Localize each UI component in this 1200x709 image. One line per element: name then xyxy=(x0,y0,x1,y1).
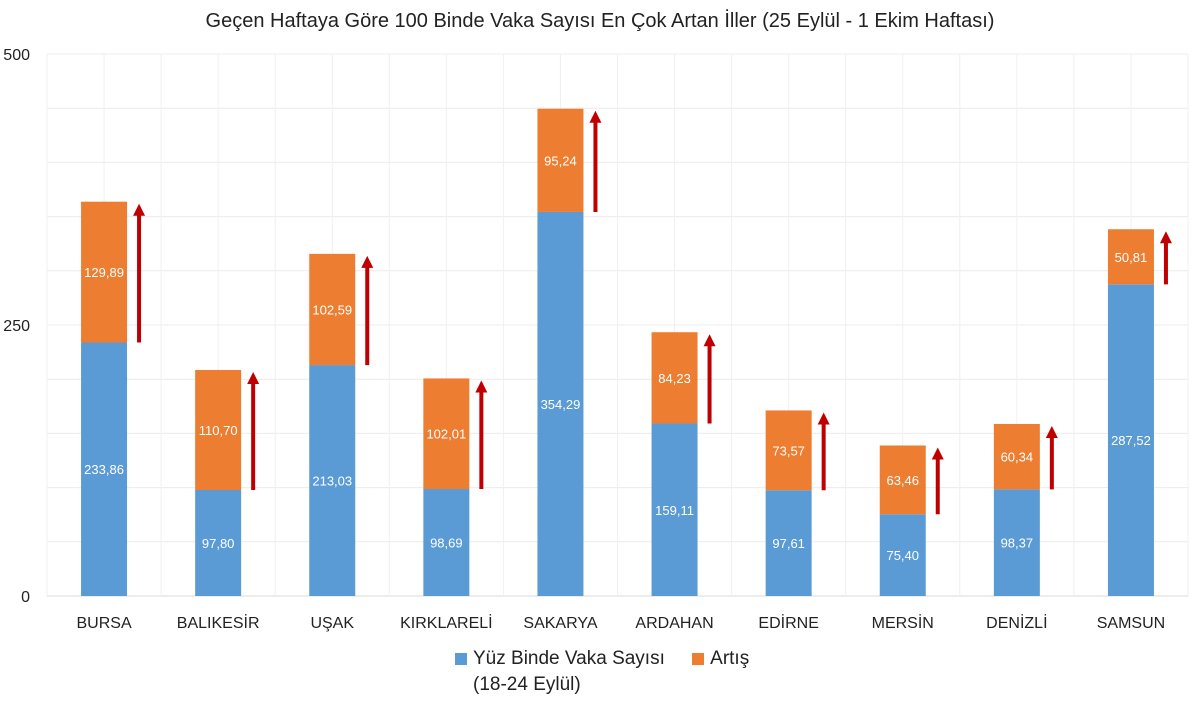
data-label-increase: 102,01 xyxy=(426,427,466,442)
data-label-increase: 73,57 xyxy=(772,443,805,458)
bar-increase xyxy=(309,253,356,366)
bar-base xyxy=(309,365,356,596)
bar-base xyxy=(765,490,812,596)
legend-item-base: Yüz Binde Vaka Sayısı (18-24 Eylül) xyxy=(455,646,665,698)
legend-label-base: Yüz Binde Vaka Sayısı (18-24 Eylül) xyxy=(473,646,665,698)
bar-increase xyxy=(765,410,812,491)
data-label-increase: 60,34 xyxy=(1001,450,1034,465)
data-label-base: 287,52 xyxy=(1111,433,1151,448)
bar-increase xyxy=(423,378,470,490)
data-label-base: 75,40 xyxy=(886,548,919,563)
x-tick-label: SAMSUN xyxy=(1097,615,1165,632)
bar-base xyxy=(651,423,698,596)
up-arrow-icon xyxy=(703,334,716,347)
data-label-base: 98,69 xyxy=(430,536,463,551)
bar-increase xyxy=(993,423,1040,490)
up-arrow-icon xyxy=(931,447,944,460)
data-label-increase: 95,24 xyxy=(544,153,577,168)
bar-base xyxy=(537,211,584,596)
data-label-base: 354,29 xyxy=(541,397,581,412)
x-tick-label: EDİRNE xyxy=(758,613,818,632)
data-label-increase: 129,89 xyxy=(84,265,124,280)
chart-title: Geçen Haftaya Göre 100 Binde Vaka Sayısı… xyxy=(205,10,995,32)
y-tick-label: 500 xyxy=(3,47,30,64)
x-tick-label: KIRKLARELİ xyxy=(400,613,492,632)
data-label-base: 159,11 xyxy=(655,503,694,518)
data-label-base: 233,86 xyxy=(84,462,124,477)
bar-increase xyxy=(651,332,698,424)
data-label-base: 97,80 xyxy=(202,536,235,551)
legend-item-increase: Artış xyxy=(692,646,749,672)
up-arrow-icon xyxy=(1159,231,1172,244)
x-tick-label: BALIKESİR xyxy=(177,613,260,632)
y-tick-label: 0 xyxy=(21,589,30,606)
bar-base xyxy=(81,342,128,596)
data-label-base: 97,61 xyxy=(772,536,805,551)
legend-label-increase: Artış xyxy=(710,648,750,669)
x-tick-label: MERSİN xyxy=(872,613,934,632)
legend-swatch-blue xyxy=(455,653,467,665)
legend-swatch-orange xyxy=(692,653,705,665)
x-tick-label: DENİZLİ xyxy=(986,613,1047,632)
up-arrow-icon xyxy=(361,255,374,268)
data-label-increase: 110,70 xyxy=(199,423,238,438)
bar-base xyxy=(423,489,470,596)
up-arrow-icon xyxy=(475,380,488,393)
data-label-base: 98,37 xyxy=(1001,536,1034,551)
x-tick-label: SAKARYA xyxy=(523,615,597,632)
legend-label-line1: Yüz Binde Vaka Sayısı xyxy=(473,648,665,669)
x-tick-label: BURSA xyxy=(76,615,131,632)
bar-increase xyxy=(879,445,926,515)
up-arrow-icon xyxy=(247,371,260,384)
data-label-increase: 84,23 xyxy=(658,371,691,386)
data-label-increase: 102,59 xyxy=(312,302,352,317)
up-arrow-icon xyxy=(1045,425,1058,438)
bar-base xyxy=(195,489,242,596)
bar-base xyxy=(993,489,1040,596)
stacked-bar-chart: 0 250 500 233,86 129,89 BURSA 97,80 110,70 BALIK… xyxy=(3,47,1189,632)
x-tick-label: UŞAK xyxy=(310,615,354,632)
legend-label-line2: (18-24 Eylül) xyxy=(473,674,581,695)
y-tick-label: 250 xyxy=(3,318,30,335)
data-label-increase: 63,46 xyxy=(886,473,919,488)
x-tick-label: ARDAHAN xyxy=(635,615,713,632)
legend: Yüz Binde Vaka Sayısı (18-24 Eylül) Artış xyxy=(455,646,771,698)
bar-increase xyxy=(537,108,584,212)
bar-base xyxy=(1107,284,1154,596)
up-arrow-icon xyxy=(589,110,602,123)
up-arrow-icon xyxy=(817,412,830,425)
bar-increase xyxy=(1107,229,1154,285)
data-label-increase: 50,81 xyxy=(1115,250,1148,265)
bar-base xyxy=(879,514,926,596)
bar-increase xyxy=(81,201,128,343)
up-arrow-icon xyxy=(133,203,146,216)
bar-increase xyxy=(195,369,242,490)
data-label-base: 213,03 xyxy=(312,474,352,489)
